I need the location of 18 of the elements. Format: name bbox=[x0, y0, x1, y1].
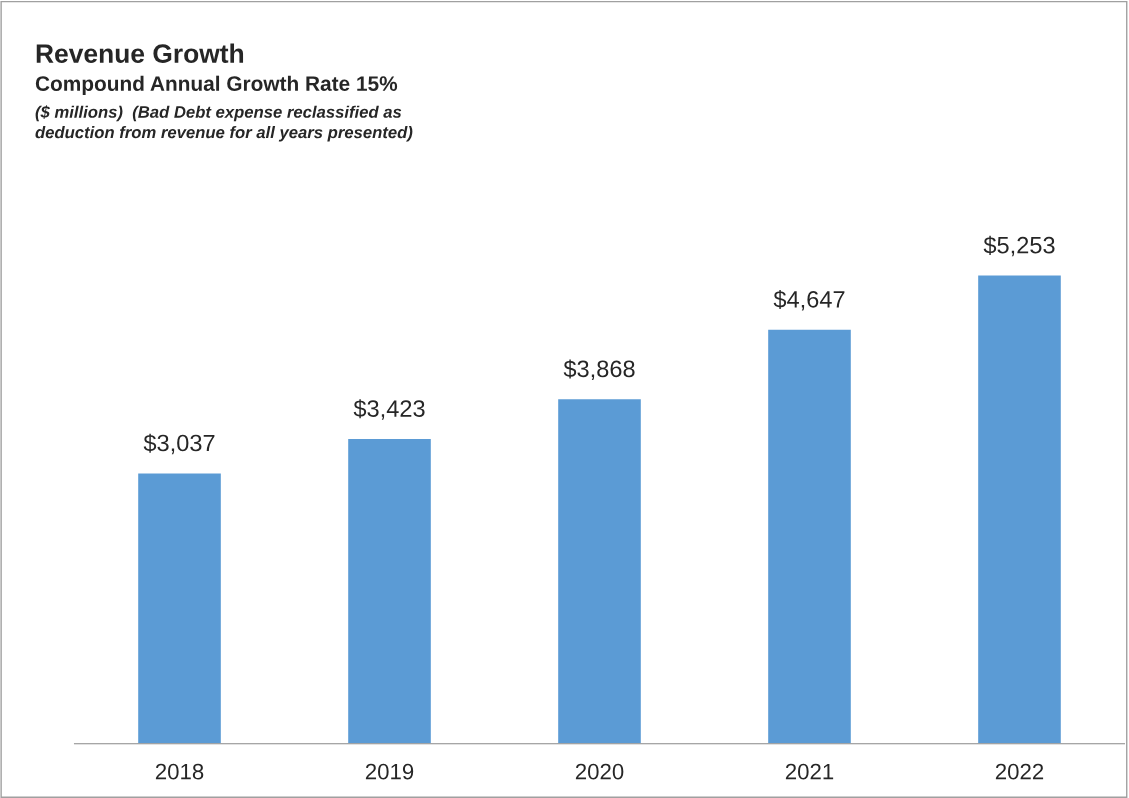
bar bbox=[976, 274, 1063, 744]
bar bbox=[346, 437, 433, 744]
data-label: $4,647 bbox=[773, 289, 845, 311]
chart-title: Revenue Growth bbox=[36, 43, 244, 63]
x-tick-label: 2020 bbox=[575, 763, 624, 780]
bar bbox=[556, 397, 643, 744]
bar bbox=[766, 328, 853, 744]
x-tick-label: 2019 bbox=[365, 763, 414, 780]
bar bbox=[136, 471, 223, 744]
chart-subtitle: Compound Annual Growth Rate 15% bbox=[35, 75, 398, 96]
x-tick-label: 2018 bbox=[155, 763, 204, 780]
data-label: $3,037 bbox=[143, 433, 215, 455]
text: ($ millions) (Bad Debt expense reclassified as deduction from revenue for all years presented) bbox=[35, 105, 413, 142]
x-tick-label: 2021 bbox=[785, 763, 834, 780]
data-label: $3,423 bbox=[353, 399, 425, 420]
data-label: $3,868 bbox=[563, 359, 635, 380]
data-label: $5,253 bbox=[983, 235, 1055, 257]
x-tick-label: 2022 bbox=[995, 763, 1044, 780]
